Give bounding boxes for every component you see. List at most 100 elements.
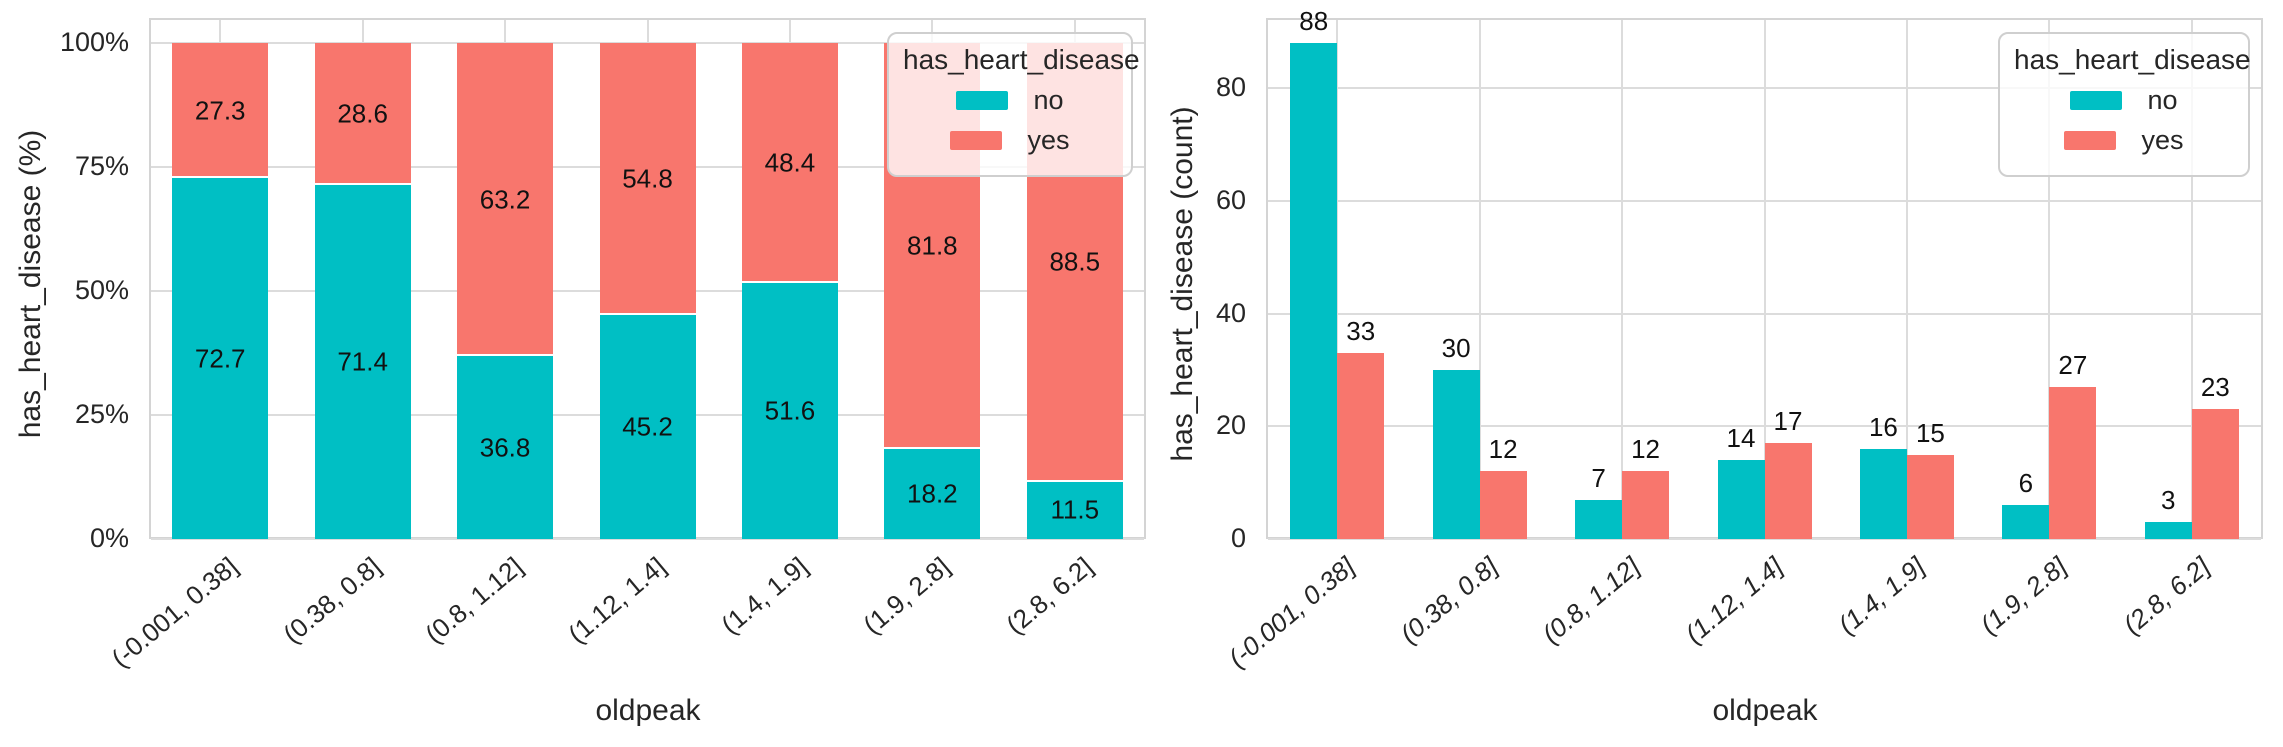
bar-value-label: 27 [2058, 349, 2088, 380]
bar-no [1575, 499, 1623, 539]
y-tick-label: 0 [1230, 522, 1246, 553]
y-tick-label: 40 [1215, 297, 1246, 328]
bar-value-label: 63.2 [479, 184, 531, 215]
bar-yes [2191, 409, 2239, 539]
gridline-vertical [2048, 20, 2051, 537]
legend-title: has_heart_disease [2014, 44, 2251, 75]
y-axis-label: has_heart_disease (count) [1166, 106, 1199, 462]
bar-value-label: 51.6 [764, 395, 816, 426]
legend-item-label: yes [1027, 125, 1070, 155]
bar-value-label: 27.3 [194, 95, 246, 126]
legend-swatch-no [956, 91, 1009, 110]
bar-no [172, 178, 269, 539]
bar-value-label: 54.8 [622, 163, 673, 194]
legend-item-label: yes [2141, 125, 2184, 155]
gridline-horizontal [1268, 538, 2261, 540]
bar-value-label: 12 [1488, 434, 1518, 465]
y-tick-label: 75% [74, 150, 129, 181]
bar-value-label: 16 [1868, 411, 1898, 442]
bar-yes [599, 42, 696, 315]
x-tick-label: (1.4, 1.9] [1832, 551, 1931, 640]
y-tick-label: 50% [74, 274, 129, 305]
bar-no [1717, 460, 1765, 539]
y-tick-label: 60 [1215, 184, 1246, 215]
bar-value-label: 88.5 [1049, 246, 1101, 277]
bar-value-label: 15 [1915, 417, 1945, 448]
x-tick-label: (2.8, 6.2] [2117, 551, 2216, 640]
bar-no [884, 448, 981, 539]
bar-yes [741, 42, 838, 283]
y-tick-label: 80 [1215, 72, 1246, 103]
bar-value-label: 23 [2200, 372, 2230, 403]
bar-value-label: 48.4 [764, 147, 816, 178]
bar-value-label: 28.6 [337, 98, 388, 129]
bar-value-label: 33 [1346, 316, 1376, 347]
legend-item-yes: yes [2010, 125, 2238, 156]
bar-no [741, 282, 838, 539]
x-tick-label: (-0.001, 0.38] [1222, 551, 1361, 674]
bar-yes [1479, 471, 1527, 539]
legend-item-no: no [899, 85, 1121, 116]
bar-no [2002, 505, 2050, 539]
bar-yes [1906, 454, 1954, 539]
gridline-vertical [1621, 20, 1624, 537]
bar-value-label: 14 [1726, 423, 1756, 454]
gridline-vertical [1763, 20, 1766, 537]
x-axis-label: oldpeak [595, 694, 701, 727]
gridline-vertical [1478, 20, 1481, 537]
bar-yes [1764, 443, 1812, 539]
bar-value-label: 6 [2018, 468, 2034, 499]
bar-value-label: 11.5 [1050, 494, 1100, 525]
y-tick-label: 20 [1215, 410, 1246, 441]
gridline-vertical [1905, 20, 1908, 537]
bar-value-label: 36.8 [479, 432, 531, 463]
bar-no [1859, 448, 1907, 539]
y-tick-label: 25% [74, 398, 129, 429]
legend-item-label: no [1033, 85, 1064, 115]
bar-no [314, 184, 411, 539]
bar-value-label: 72.7 [194, 343, 246, 374]
bar-value-label: 3 [2161, 485, 2176, 516]
gridline-horizontal [151, 538, 1144, 540]
bar-no [1432, 370, 1480, 539]
x-tick-label: (0.8, 1.12] [1536, 551, 1646, 650]
bar-value-label: 30 [1441, 333, 1471, 364]
bar-yes [172, 42, 269, 179]
legend-swatch-yes [2064, 131, 2117, 150]
bar-value-label: 17 [1773, 406, 1803, 437]
bar-yes [1337, 353, 1385, 539]
bar-value-label: 88 [1299, 6, 1329, 37]
bar-yes [457, 42, 554, 357]
gridline-vertical [1336, 20, 1339, 537]
bar-no [599, 314, 696, 539]
bar-value-label: 71.4 [337, 346, 388, 377]
bar-yes [1622, 471, 1670, 539]
x-tick-label: (0.38, 0.8] [1393, 551, 1503, 650]
bar-no [1026, 481, 1123, 539]
bar-value-label: 18.2 [907, 478, 958, 509]
legend-item-no: no [2010, 85, 2238, 116]
legend-swatch-no [2070, 91, 2123, 110]
x-tick-label: (1.12, 1.4] [1678, 551, 1788, 650]
bar-yes [2049, 386, 2097, 539]
bar-value-label: 81.8 [907, 230, 958, 261]
legend-swatch-yes [950, 131, 1003, 150]
legend-title: has_heart_disease [903, 44, 1140, 75]
bar-value-label: 7 [1591, 462, 1606, 493]
bar-value-label: 45.2 [622, 411, 673, 442]
bar-no [457, 356, 554, 539]
legend-item-yes: yes [899, 125, 1121, 156]
x-tick-label: (1.9, 2.8] [1974, 551, 2073, 640]
bar-no [1290, 43, 1338, 539]
bar-no [2144, 522, 2192, 539]
bar-yes [314, 42, 411, 185]
y-tick-label: 100% [59, 26, 129, 57]
legend-item-label: no [2147, 85, 2178, 115]
bar-value-label: 12 [1631, 434, 1661, 465]
gridline-vertical [2190, 20, 2193, 537]
x-axis-label: oldpeak [1712, 694, 1818, 727]
